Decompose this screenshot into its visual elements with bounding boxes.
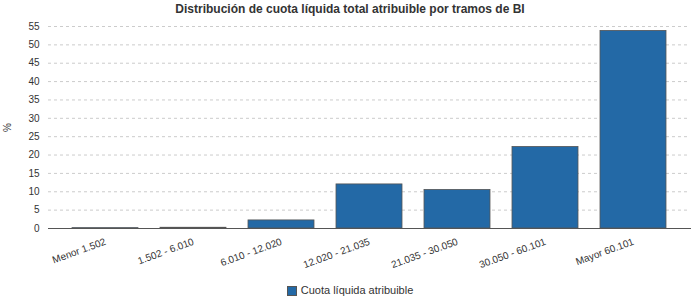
svg-text:40: 40: [28, 76, 40, 87]
svg-text:%: %: [2, 123, 13, 132]
svg-text:21.035 - 30.050: 21.035 - 30.050: [390, 236, 460, 270]
html-text:Distribución de cuota líquida: Distribución de cuota líquida total atri…: [175, 2, 525, 16]
svg-text:15: 15: [28, 168, 40, 179]
svg-text:1.502 - 6.010: 1.502 - 6.010: [136, 236, 196, 267]
svg-text:50: 50: [28, 39, 40, 50]
svg-text:30.050 - 60.101: 30.050 - 60.101: [478, 236, 548, 270]
svg-text:55: 55: [28, 21, 40, 32]
svg-text:20: 20: [28, 149, 40, 160]
svg-text:5: 5: [34, 204, 40, 215]
svg-text:12.020 - 21.035: 12.020 - 21.035: [302, 236, 372, 270]
svg-text:Mayor 60.101: Mayor 60.101: [574, 236, 636, 267]
svg-text:0: 0: [34, 223, 40, 234]
svg-text:10: 10: [28, 186, 40, 197]
svg-text:30: 30: [28, 113, 40, 124]
svg-text:25: 25: [28, 131, 40, 142]
svg-text:6.010 - 12.020: 6.010 - 12.020: [219, 236, 284, 269]
html-text:Cuota líquida atribuible: Cuota líquida atribuible: [300, 284, 414, 296]
svg-text:45: 45: [28, 57, 40, 68]
svg-text:35: 35: [28, 94, 40, 105]
svg-text:Menor 1.502: Menor 1.502: [51, 236, 108, 266]
